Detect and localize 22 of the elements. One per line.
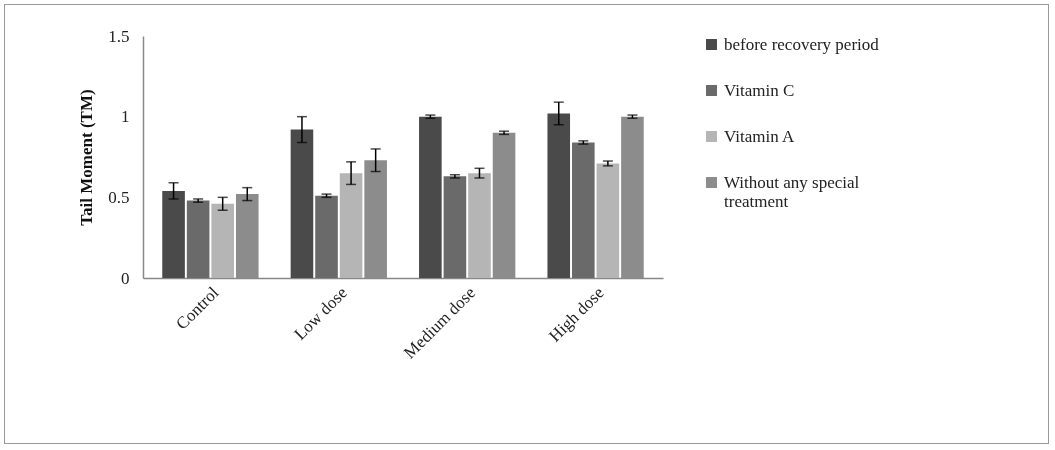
bar (162, 190, 185, 278)
bar (186, 200, 210, 278)
legend-label: before recovery period (724, 34, 880, 54)
bar (443, 176, 467, 278)
bar (596, 163, 620, 278)
bar (572, 142, 595, 278)
x-tick-label: Low dose (290, 283, 351, 344)
bar (211, 203, 234, 278)
y-tick-label: 1 (121, 107, 130, 127)
bar (315, 195, 338, 278)
y-tick-label: 1.5 (108, 26, 130, 46)
bar (468, 173, 491, 278)
y-tick-label: 0.5 (108, 187, 130, 207)
bar (547, 113, 571, 278)
legend-label: Without any special treatment (724, 172, 860, 211)
y-tick-label: 0 (121, 268, 130, 288)
legend-label: Vitamin A (724, 126, 796, 146)
bar (339, 173, 363, 278)
bar (419, 116, 442, 278)
bar (290, 129, 314, 278)
legend-label: Vitamin C (724, 80, 795, 100)
y-axis-title: Tail Moment (TM) (77, 89, 97, 226)
